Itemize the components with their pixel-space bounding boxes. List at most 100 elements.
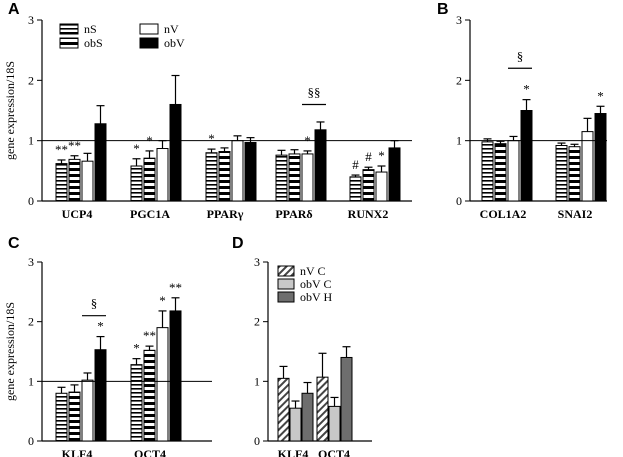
panel-c-bar — [68, 391, 81, 442]
panel-a-ylabel: gene expression/18S — [3, 61, 17, 160]
panel-a-legend-label: nS — [84, 22, 97, 36]
panel-a-bar — [314, 129, 327, 202]
panel-c-significance-mark: ** — [143, 328, 156, 343]
panel-a-legend-label: nV — [164, 22, 179, 36]
panel-a-significance-mark: # — [365, 149, 372, 164]
panel-c-category-label: OCT4 — [134, 447, 166, 457]
panel-c-ylabel: gene expression/18S — [3, 302, 17, 401]
panel-a-letter: A — [8, 1, 20, 18]
panel-b-bar — [555, 144, 568, 202]
panel-d-legend-swatch — [277, 265, 295, 277]
panel-a-legend-swatch — [59, 37, 79, 49]
panel-a-significance-mark: * — [378, 148, 385, 163]
panel-a-bar — [156, 148, 169, 202]
panel-d-bar — [301, 392, 314, 442]
panel-a-bracket-label: §§ — [308, 84, 321, 99]
panel-a-ytick-label: 0 — [28, 194, 34, 208]
panel-c-significance-mark: * — [159, 293, 166, 308]
panel-b-category-label: SNAI2 — [558, 207, 593, 221]
panel-c-letter: C — [8, 235, 20, 252]
panel-d-bar — [340, 356, 353, 442]
panel-d-legend-swatch — [277, 291, 295, 303]
panel-a-bar — [375, 171, 388, 202]
panel-a-ytick-label: 2 — [28, 73, 34, 87]
panel-c-bar — [169, 310, 182, 442]
panel-d-ytick-label: 0 — [254, 434, 260, 448]
panel-a-bar — [55, 163, 68, 202]
panel-a-bar — [362, 169, 375, 202]
panel-a-bar — [94, 123, 107, 202]
panel-a-legend-swatch — [139, 37, 159, 49]
panel-a-significance-mark: ** — [68, 138, 81, 153]
panel-c-bar — [94, 349, 107, 442]
panel-d-category-label: OCT4 — [318, 447, 350, 457]
panel-b-bar — [581, 131, 594, 202]
panel-c-significance-mark: * — [97, 319, 104, 334]
panel-b-significance-mark: * — [597, 88, 604, 103]
panel-a-bar — [349, 176, 362, 202]
panel-b-bracket-label: § — [517, 48, 524, 63]
panel-a-category-label: RUNX2 — [348, 207, 389, 221]
panel-b-ytick-label: 1 — [456, 134, 462, 148]
panel-d-legend-label: obV H — [300, 290, 332, 304]
panel-a-category-label: PPARδ — [275, 207, 312, 221]
panel-c-bracket-label: § — [91, 296, 98, 311]
panel-a-bar — [81, 160, 94, 202]
panel-b-bar — [494, 143, 507, 202]
panel-a-bar — [143, 157, 156, 202]
panel-a-significance-mark: * — [133, 141, 140, 156]
panel-b-ytick-label: 2 — [456, 73, 462, 87]
panel-a-bar — [231, 140, 244, 202]
panel-a-legend-label: obS — [84, 36, 103, 50]
panel-c-bar — [55, 392, 68, 442]
panel-a-bar — [301, 153, 314, 202]
panel-b-letter: B — [437, 1, 449, 18]
panel-c-ytick-label: 1 — [28, 374, 34, 388]
panel-b-ytick-label: 0 — [456, 194, 462, 208]
panel-c-significance-mark: ** — [169, 280, 182, 295]
panel-c-bar — [143, 349, 156, 442]
panel-b-category-label: COL1A2 — [480, 207, 527, 221]
panel-a-bar — [275, 154, 288, 202]
panel-c-ytick-label: 0 — [28, 434, 34, 448]
panel-a-legend-swatch — [139, 23, 159, 35]
panel-b-bar — [568, 146, 581, 202]
panel-a-legend-label: obV — [164, 36, 185, 50]
panel-d-legend-label: obV C — [300, 277, 331, 291]
panel-b-bar — [594, 113, 607, 202]
panel-b-ytick-label: 3 — [456, 13, 462, 27]
panel-a-bar — [205, 152, 218, 202]
panel-a-bar — [388, 147, 401, 202]
panel-a-ytick-label: 1 — [28, 134, 34, 148]
panel-a-category-label: UCP4 — [62, 207, 93, 221]
panel-d-legend-label: nV C — [300, 264, 325, 278]
panel-a-significance-mark: * — [208, 131, 215, 146]
panel-a-legend-swatch — [59, 23, 79, 35]
panel-c-ytick-label: 3 — [28, 255, 34, 269]
panel-c-bar — [130, 364, 143, 442]
panel-d-category-label: KLF4 — [278, 447, 309, 457]
panel-a-significance-mark: * — [146, 133, 153, 148]
panel-d-bar — [316, 376, 329, 442]
panel-c-bar — [156, 327, 169, 442]
panel-a-bar — [130, 165, 143, 202]
panel-d-bar — [289, 407, 302, 442]
panel-a-bar — [68, 158, 81, 202]
panel-d-letter: D — [232, 235, 244, 252]
panel-a-significance-mark: ** — [55, 142, 68, 157]
panel-b-bar — [481, 141, 494, 202]
panel-b-bar — [507, 140, 520, 202]
panel-a-significance-mark: * — [304, 133, 311, 148]
panel-b-significance-mark: * — [523, 82, 530, 97]
panel-a-ytick-label: 3 — [28, 13, 34, 27]
panel-a-significance-mark: # — [352, 157, 359, 172]
panel-c-significance-mark: * — [133, 341, 140, 356]
panel-a-bar — [244, 141, 257, 202]
panel-b-bar — [520, 110, 533, 202]
panel-d-ytick-label: 3 — [254, 255, 260, 269]
panel-a-bar — [218, 151, 231, 202]
panel-a-bar — [169, 103, 182, 202]
panel-c-ytick-label: 2 — [28, 315, 34, 329]
panel-a-category-label: PPARγ — [207, 207, 244, 221]
